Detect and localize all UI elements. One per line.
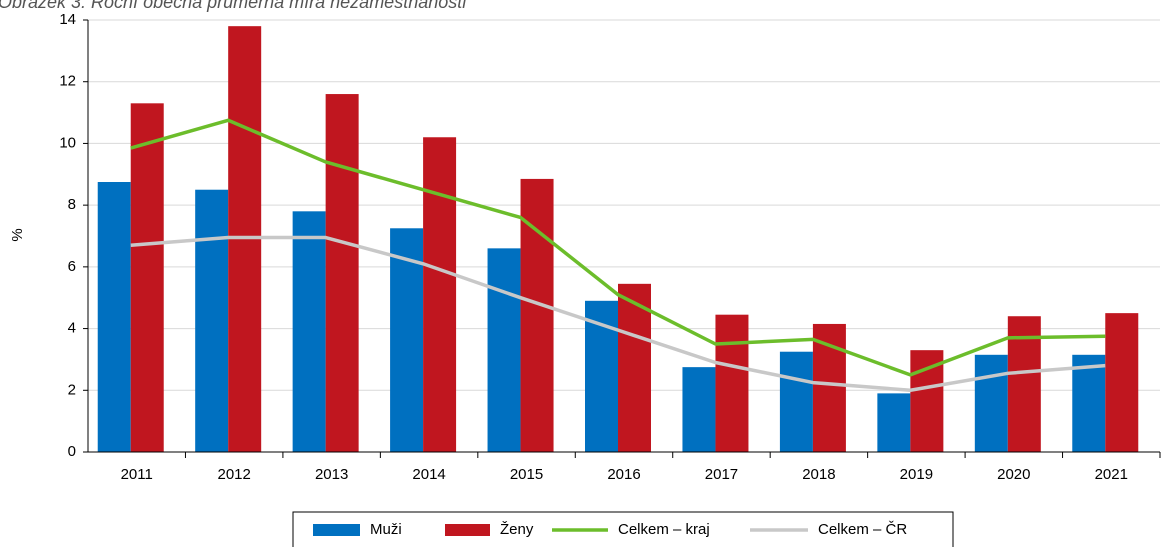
- bar: [779, 351, 813, 452]
- chart-title: Obrázek 3: Roční obecná průměrná míra ne…: [0, 0, 467, 12]
- bar: [1105, 313, 1139, 452]
- y-tick-label: 12: [59, 73, 76, 90]
- bar: [487, 248, 521, 452]
- bar: [1072, 354, 1106, 452]
- x-tick-label: 2020: [997, 466, 1030, 483]
- y-tick-label: 2: [68, 381, 76, 398]
- bar: [325, 94, 359, 453]
- x-tick-label: 2015: [510, 466, 543, 483]
- y-tick-label: 0: [68, 443, 76, 460]
- x-tick-label: 2021: [1095, 466, 1128, 483]
- x-tick-label: 2014: [412, 466, 445, 483]
- legend-swatch: [445, 524, 490, 536]
- x-tick-label: 2016: [607, 466, 640, 483]
- bar: [974, 354, 1008, 452]
- bar: [520, 178, 554, 452]
- bar: [812, 323, 846, 452]
- legend-box: [292, 511, 954, 547]
- y-tick-label: 8: [68, 196, 76, 213]
- bar: [682, 367, 716, 452]
- bar: [390, 228, 424, 452]
- x-tick-label: 2013: [315, 466, 348, 483]
- bar: [423, 137, 457, 452]
- y-tick-label: 6: [68, 258, 76, 275]
- legend-label: Muži: [370, 521, 402, 538]
- bar: [195, 189, 229, 452]
- bar: [97, 182, 131, 452]
- x-tick-label: 2018: [802, 466, 835, 483]
- bar: [130, 103, 164, 453]
- y-tick-label: 14: [59, 11, 76, 28]
- x-tick-label: 2019: [900, 466, 933, 483]
- bar: [715, 314, 749, 452]
- bar: [292, 211, 326, 452]
- legend-swatch: [313, 524, 360, 536]
- legend-label: Celkem – kraj: [618, 521, 710, 538]
- line-series: [130, 235, 1106, 393]
- bar: [877, 393, 911, 452]
- x-tick-label: 2011: [121, 466, 153, 483]
- bar: [618, 283, 651, 452]
- x-tick-label: 2012: [217, 466, 250, 483]
- y-axis-label: %: [9, 228, 26, 241]
- y-tick-label: 10: [59, 134, 76, 151]
- x-tick-label: 2017: [705, 466, 738, 483]
- y-tick-label: 4: [68, 320, 76, 337]
- legend-label: Celkem – ČR: [818, 521, 907, 538]
- legend-label: Ženy: [500, 521, 534, 538]
- line-series: [130, 118, 1106, 377]
